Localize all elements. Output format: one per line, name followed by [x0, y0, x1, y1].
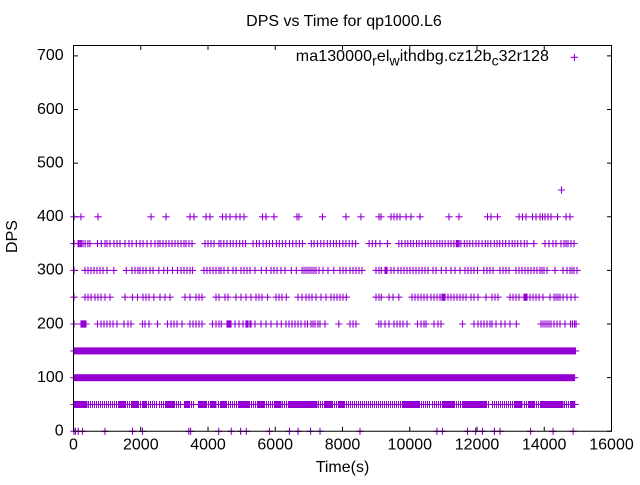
svg-text:Time(s): Time(s)	[316, 459, 370, 476]
svg-text:12000: 12000	[455, 437, 500, 454]
svg-text:500: 500	[37, 155, 64, 172]
svg-text:10000: 10000	[388, 437, 433, 454]
svg-text:100: 100	[37, 369, 64, 386]
svg-text:400: 400	[37, 208, 64, 225]
svg-text:2000: 2000	[123, 437, 159, 454]
svg-text:600: 600	[37, 101, 64, 118]
svg-text:14000: 14000	[522, 437, 567, 454]
svg-text:ma130000relwithdbg.cz12bc32r12: ma130000relwithdbg.cz12bc32r128	[296, 48, 549, 69]
svg-text:DPS vs Time for qp1000.L6: DPS vs Time for qp1000.L6	[246, 13, 442, 30]
svg-text:0: 0	[69, 437, 78, 454]
svg-text:6000: 6000	[257, 437, 293, 454]
svg-text:8000: 8000	[325, 437, 361, 454]
svg-text:DPS: DPS	[4, 220, 21, 253]
svg-text:0: 0	[55, 423, 64, 440]
svg-text:16000: 16000	[589, 437, 634, 454]
svg-text:300: 300	[37, 262, 64, 279]
svg-text:4000: 4000	[190, 437, 226, 454]
svg-text:200: 200	[37, 315, 64, 332]
svg-text:700: 700	[37, 47, 64, 64]
